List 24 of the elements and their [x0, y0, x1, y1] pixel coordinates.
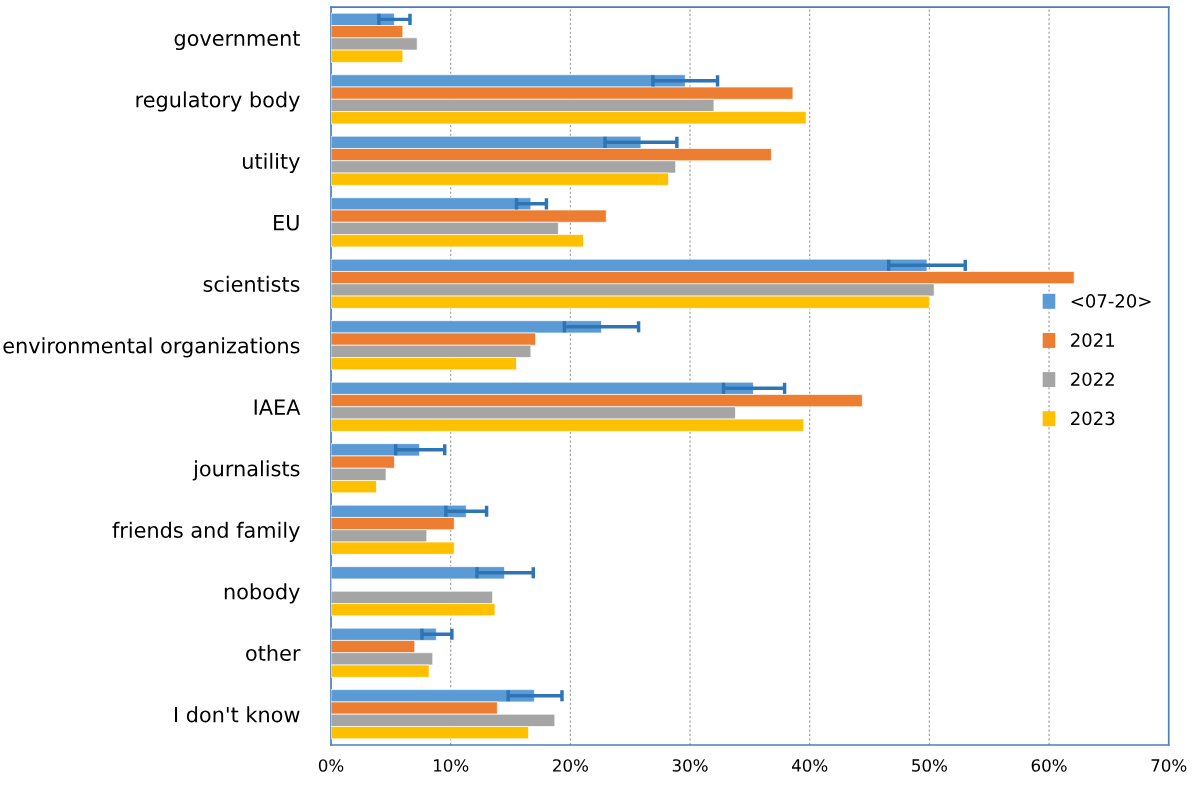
x-tick-label: 60%	[1031, 759, 1067, 772]
y-tick-label: regulatory body	[136, 91, 300, 112]
y-tick-label: utility	[243, 152, 300, 174]
x-tick-label: 10%	[433, 759, 469, 772]
x-tick-label: 0%	[318, 759, 344, 772]
y-tick-label: journalists	[192, 460, 300, 481]
y-tick-label: other	[246, 644, 301, 661]
legend-label: 2021	[1071, 333, 1115, 347]
y-tick-label: government	[174, 31, 300, 51]
legend-label: 2022	[1071, 372, 1114, 387]
y-tick-label: environmental organizations	[3, 337, 300, 358]
y-tick-label: EU	[274, 215, 299, 231]
x-tick-label: 30%	[672, 759, 708, 772]
y-tick-label: nobody	[224, 583, 300, 604]
y-tick-label: friends and family	[112, 521, 300, 542]
y-tick-label: IAEA	[254, 399, 301, 415]
y-tick-label: I don't know	[174, 706, 300, 723]
y-tick-label: scientists	[203, 275, 300, 292]
x-tick-label: 20%	[553, 759, 588, 772]
x-tick-label: 50%	[912, 759, 947, 772]
x-tick-label: 40%	[791, 759, 828, 772]
x-tick-label: 70%	[1151, 759, 1187, 772]
legend-label: <07-20>	[1071, 294, 1151, 308]
legend-label: 2023	[1071, 411, 1115, 426]
